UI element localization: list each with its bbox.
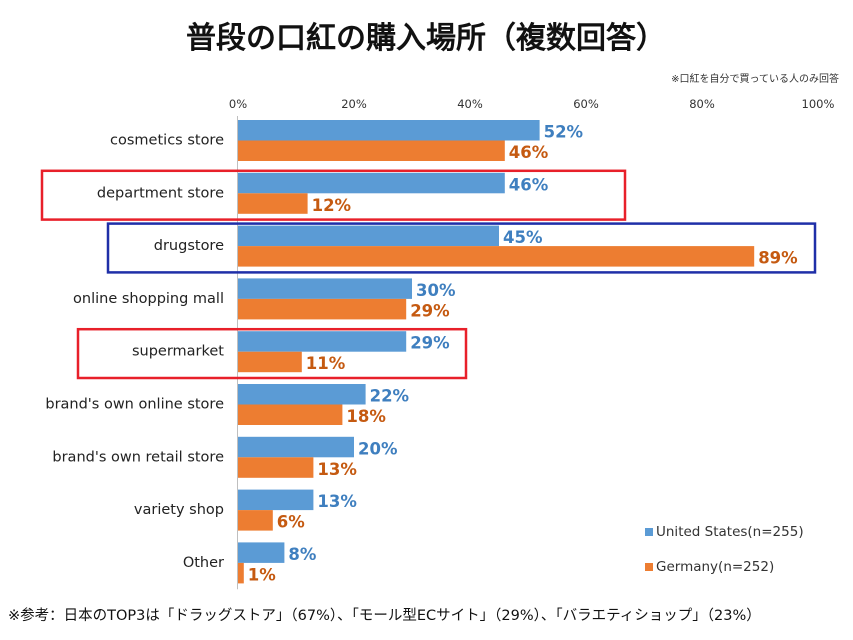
bar-us-variety-shop <box>238 489 314 511</box>
bar-germany-supermarket <box>238 351 302 373</box>
category-label: department store <box>97 185 224 201</box>
data-label: 1% <box>248 565 276 584</box>
x-tick-label: 80% <box>689 97 715 111</box>
bar-us-other <box>238 542 285 563</box>
category-label: variety shop <box>134 502 224 518</box>
bar-us-online-shopping-mall <box>238 278 412 299</box>
category-label: brand's own online store <box>45 397 224 413</box>
data-label: 12% <box>312 196 352 215</box>
highlight-box-department-store <box>40 169 627 221</box>
data-label: 13% <box>317 492 357 511</box>
category-label: drugstore <box>154 238 224 254</box>
bar-germany-variety-shop <box>238 510 273 531</box>
data-label: 29% <box>410 301 450 320</box>
data-label: 30% <box>416 281 456 300</box>
data-label: 52% <box>544 123 584 142</box>
data-label: 22% <box>370 387 410 406</box>
data-label: 46% <box>509 175 549 194</box>
bar-us-cosmetics-store <box>238 120 540 141</box>
bar-germany-brand-s-own-online-store <box>238 404 343 425</box>
x-tick-label: 60% <box>573 97 599 111</box>
bar-germany-other <box>238 562 244 584</box>
bar-germany-cosmetics-store <box>238 140 505 161</box>
x-tick-label: 100% <box>802 97 835 111</box>
category-label: Other <box>183 555 224 571</box>
bar-us-supermarket <box>238 331 407 352</box>
bar-chart: 普段の口紅の購入場所（複数回答） 0% 20% 40% 60% 80% 100% cosm… <box>40 21 835 590</box>
highlight-box-drugstore <box>106 222 817 274</box>
data-label: 45% <box>503 228 543 247</box>
bar-us-brand-s-own-retail-store <box>238 436 354 458</box>
data-label: 46% <box>509 143 549 162</box>
data-label: 18% <box>346 407 386 426</box>
chart-note: ※口紅を自分で買っている人のみ回答 <box>671 74 839 85</box>
category-label: brand's own retail store <box>52 449 224 465</box>
x-tick-label: 0% <box>229 97 247 111</box>
category-label: online shopping mall <box>73 291 224 307</box>
data-label: 6% <box>277 513 305 532</box>
legend-label: United States(n=255) <box>656 524 804 540</box>
bar-us-department-store <box>238 172 505 194</box>
bar-germany-online-shopping-mall <box>238 298 407 320</box>
data-label: 13% <box>317 460 357 479</box>
data-label: 89% <box>758 249 798 268</box>
bar-us-brand-s-own-online-store <box>238 384 366 405</box>
x-tick-label: 40% <box>457 97 483 111</box>
bar-us-drugstore <box>238 225 499 247</box>
x-tick-label: 20% <box>341 97 367 111</box>
footnote: ※参考：日本のTOP3は「ドラッグストア」（67%）、「モール型ECサイト」（2… <box>8 608 761 624</box>
legend-label: Germany(n=252) <box>656 559 774 575</box>
data-label: 11% <box>306 354 346 373</box>
bar-germany-department-store <box>238 193 308 214</box>
highlight-box-supermarket <box>76 327 468 380</box>
legend-swatch <box>645 563 653 571</box>
chart-title: 普段の口紅の購入場所（複数回答） <box>186 21 666 56</box>
legend-swatch <box>645 528 653 536</box>
category-label: cosmetics store <box>110 133 224 149</box>
data-label: 20% <box>358 439 398 458</box>
category-label: supermarket <box>132 344 224 360</box>
bar-germany-drugstore <box>238 246 755 267</box>
data-label: 29% <box>410 334 450 353</box>
bar-germany-brand-s-own-retail-store <box>238 457 314 478</box>
data-label: 8% <box>288 545 316 564</box>
